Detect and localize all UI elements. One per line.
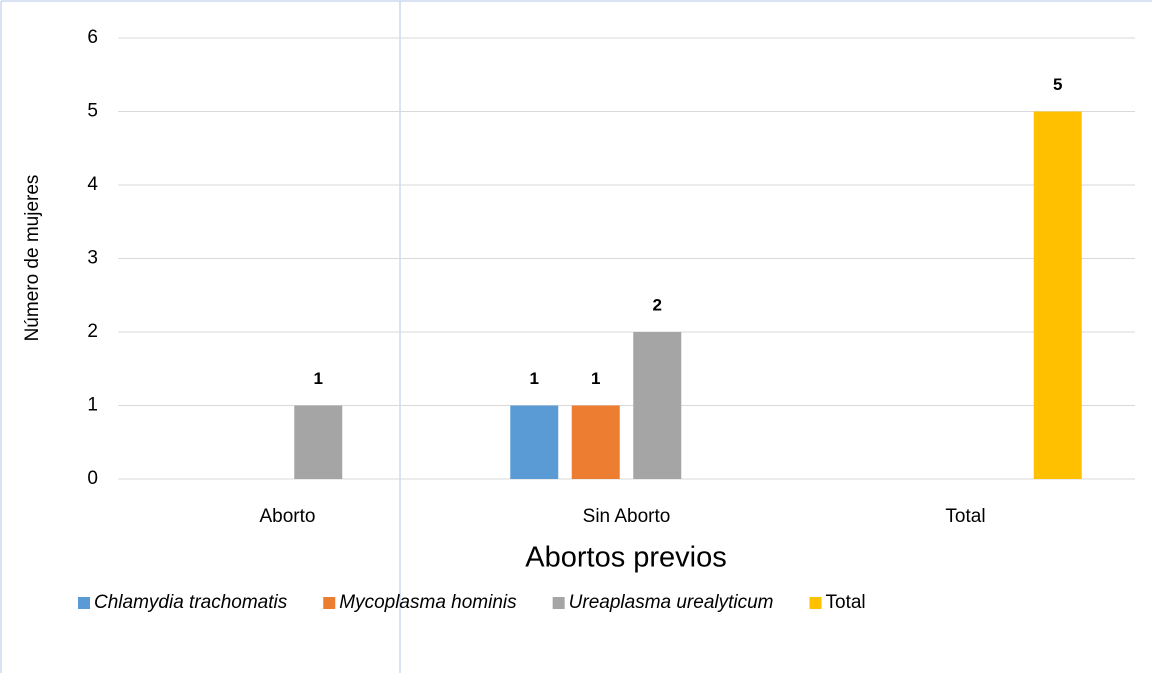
x-tick-label: Sin Aborto [583,506,671,527]
legend-swatch [552,597,565,609]
bar [510,405,559,479]
x-tick-label: Total [945,506,985,527]
data-label: 1 [314,369,323,388]
bar [571,405,620,479]
y-tick-label: 5 [87,101,98,122]
y-tick-label: 1 [87,395,98,416]
legend-swatch [323,597,336,609]
y-axis-title: Número de mujeres [22,175,43,342]
bar [633,332,682,479]
legend-label: Ureaplasma urealyticum [569,592,774,613]
legend-label: Total [826,592,866,613]
data-label: 2 [653,295,662,314]
bar [294,405,343,479]
y-tick-label: 6 [87,27,98,48]
y-tick-label: 0 [87,468,98,489]
y-tick-label: 2 [87,321,98,342]
legend-label: Mycoplasma hominis [339,592,517,613]
legend-swatch [809,597,822,609]
data-label: 5 [1053,75,1062,94]
bar [1033,111,1082,479]
legend-label: Chlamydia trachomatis [94,592,288,613]
legend-swatch [78,597,90,609]
y-tick-label: 3 [87,248,98,269]
data-label: 1 [530,369,539,388]
x-axis-title: Abortos previos [525,542,727,574]
data-label: 1 [591,369,600,388]
x-tick-label: Aborto [260,506,316,527]
y-tick-label: 4 [87,174,98,195]
